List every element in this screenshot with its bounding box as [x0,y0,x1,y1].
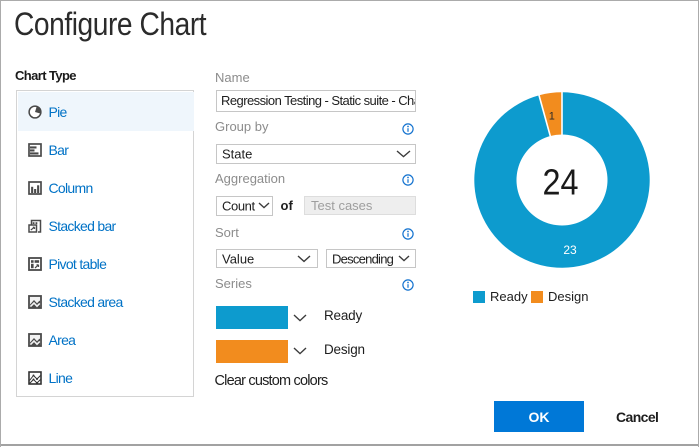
svg-text:1: 1 [549,111,555,123]
svg-text:24: 24 [543,161,579,202]
svg-text:23: 23 [563,243,577,257]
